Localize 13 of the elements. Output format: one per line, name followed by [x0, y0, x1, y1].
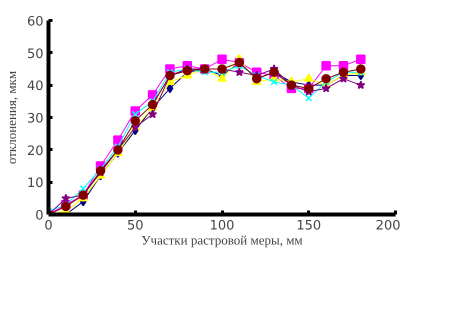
y-tick-label: 50 [26, 46, 44, 62]
y-tick-label: 20 [26, 144, 44, 159]
y-tick-label: 0 [35, 208, 44, 224]
y-tick-label: 10 [26, 176, 44, 192]
x-axis-title: Участки растровой меры, мм [141, 232, 303, 248]
y-tick-label: 40 [26, 79, 44, 94]
y-tick-label: 60 [26, 14, 44, 30]
x-tick-label: 100 [210, 218, 234, 234]
x-tick-label: 150 [296, 218, 322, 234]
x-tick-label: 200 [376, 218, 401, 234]
y-axis-title: отклонения, мкм [4, 70, 19, 164]
y-tick-label: 30 [26, 112, 44, 126]
x-tick-label: 50 [126, 218, 144, 234]
